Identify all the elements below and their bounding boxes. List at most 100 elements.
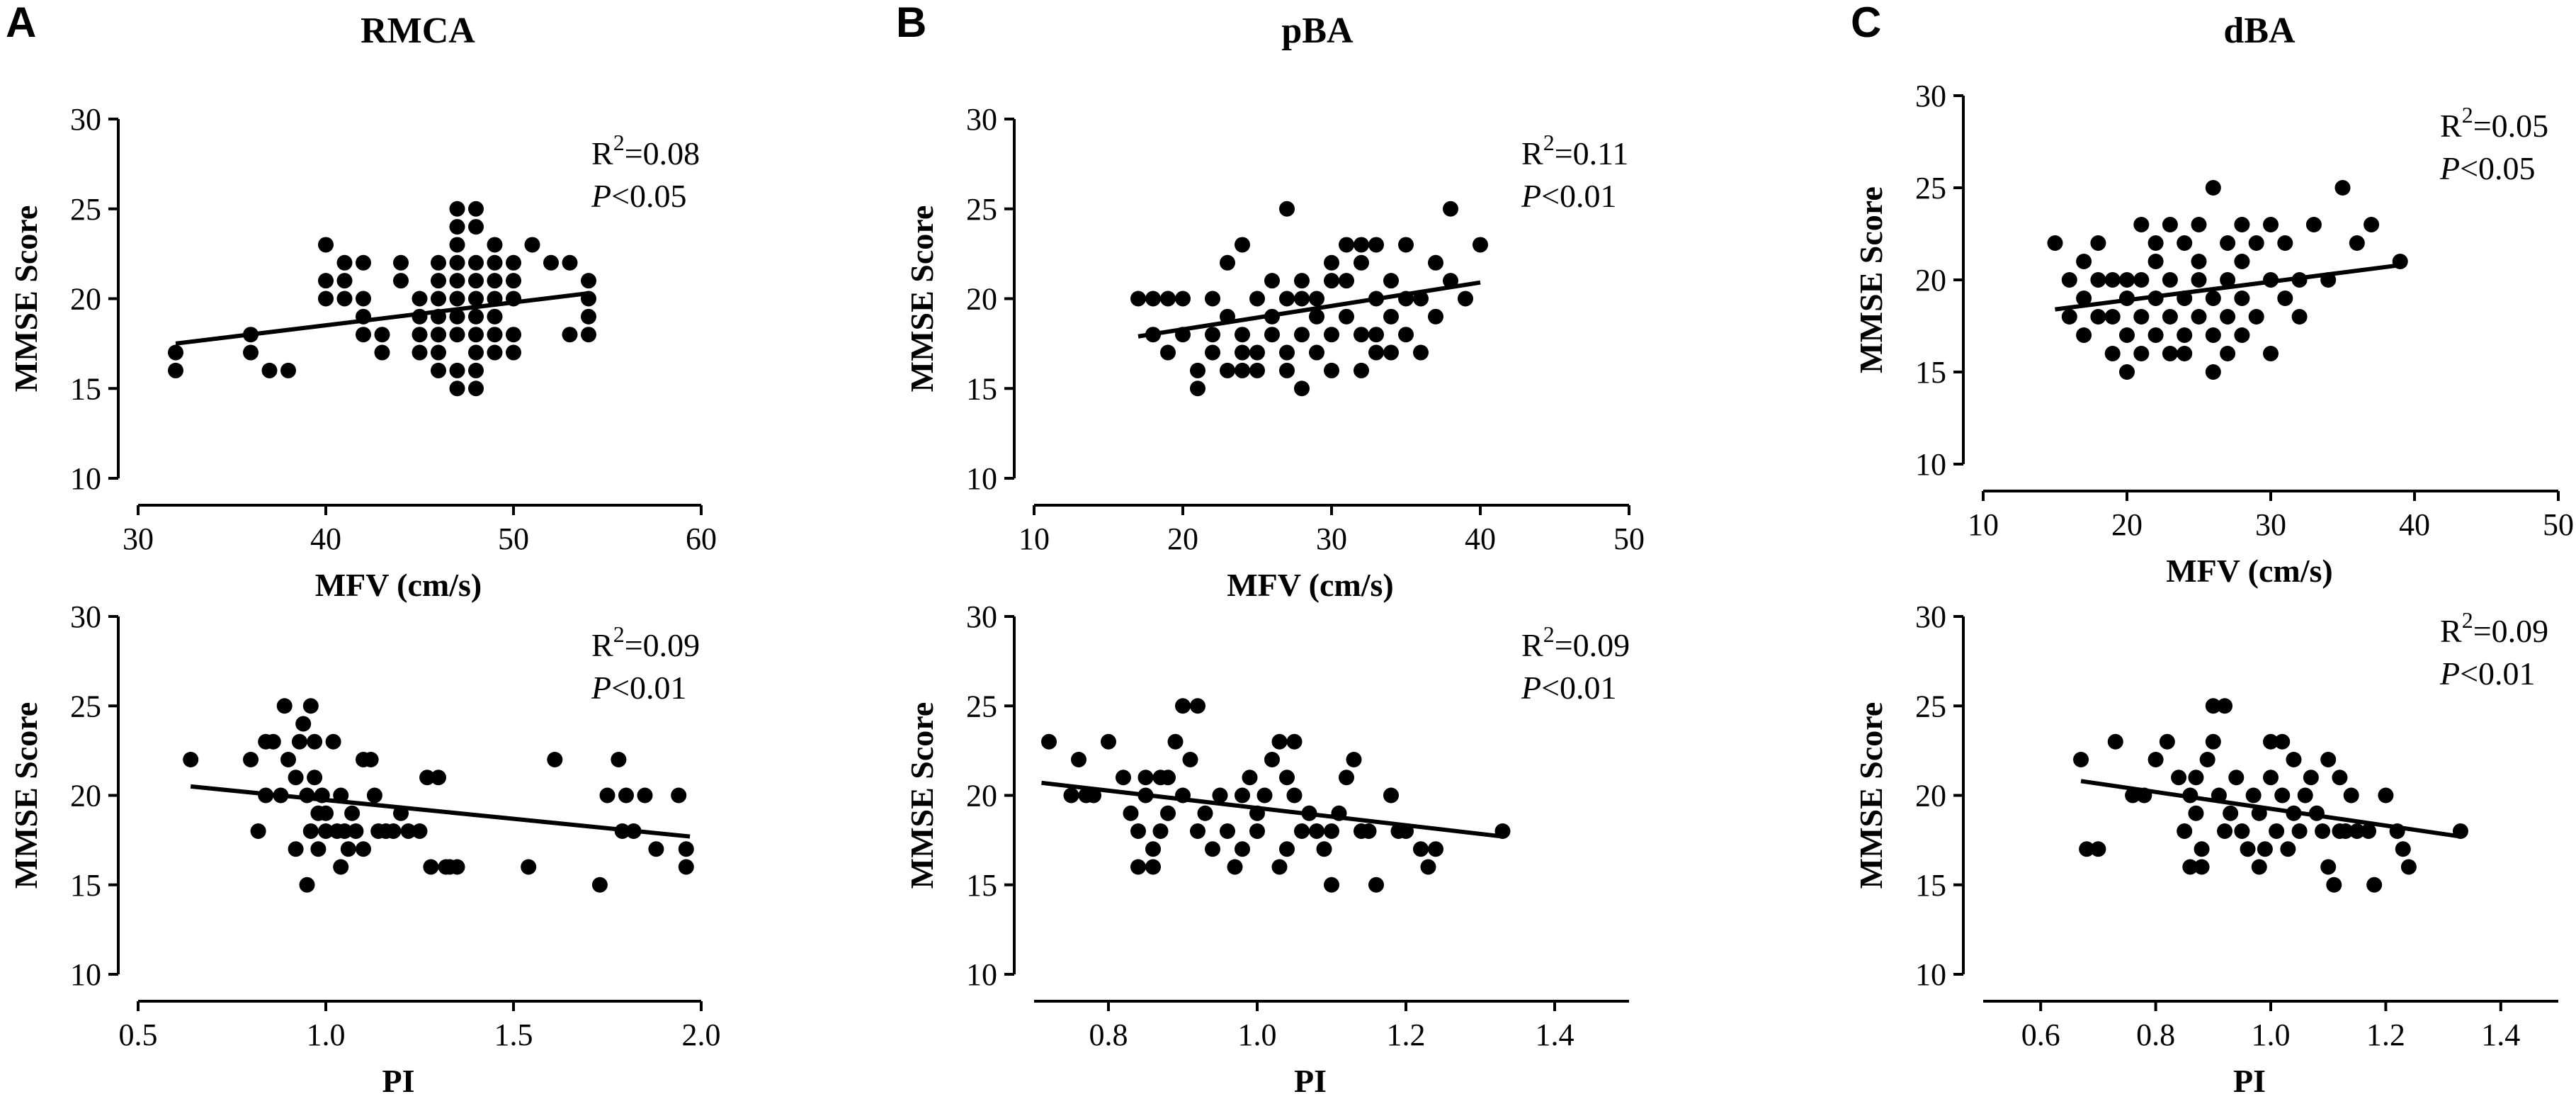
x-tick-label: 20 xyxy=(1167,522,1198,556)
data-point xyxy=(333,787,349,804)
data-point xyxy=(521,859,537,875)
data-point xyxy=(1279,841,1295,857)
data-point xyxy=(449,254,465,271)
data-point xyxy=(1205,327,1220,343)
x-tick-label: 40 xyxy=(310,522,341,556)
chart-title: pBA xyxy=(1281,11,1354,51)
data-point xyxy=(400,823,416,839)
panel-letter-B: B xyxy=(896,0,926,46)
data-point xyxy=(2205,698,2221,714)
y-tick-label: 30 xyxy=(70,102,101,137)
data-point xyxy=(1235,237,1250,253)
data-point xyxy=(2217,823,2233,839)
data-point xyxy=(2177,235,2193,251)
data-point xyxy=(2274,787,2291,804)
data-point xyxy=(468,201,484,217)
x-tick-label: 1.0 xyxy=(2252,1018,2291,1052)
data-point xyxy=(2332,770,2348,786)
data-point xyxy=(468,219,484,235)
y-axis-title: MMSE Score xyxy=(8,205,44,393)
data-point xyxy=(318,291,334,307)
x-axis-title: PI xyxy=(382,1063,415,1099)
x-tick-label: 30 xyxy=(1316,522,1347,556)
data-point xyxy=(1383,344,1399,361)
data-point xyxy=(1428,254,1443,271)
data-point xyxy=(2297,787,2313,804)
data-point xyxy=(1398,823,1414,839)
x-tick-label: 0.6 xyxy=(2021,1018,2060,1052)
data-point xyxy=(258,787,274,804)
data-point xyxy=(1324,273,1339,289)
data-point xyxy=(2119,272,2135,288)
data-point xyxy=(2162,346,2178,361)
data-point xyxy=(356,291,371,307)
data-point xyxy=(2107,733,2123,750)
data-point xyxy=(412,291,428,307)
data-point xyxy=(1383,308,1399,325)
data-point xyxy=(291,733,307,750)
x-tick-label: 50 xyxy=(2543,507,2574,542)
data-point xyxy=(1249,805,1265,821)
data-point xyxy=(2337,823,2354,839)
y-tick-label: 25 xyxy=(1915,171,1946,205)
data-point xyxy=(412,344,428,361)
y-tick-label: 25 xyxy=(966,192,997,227)
data-point xyxy=(2177,327,2193,343)
data-point xyxy=(393,805,409,821)
x-tick-label: 1.2 xyxy=(2366,1018,2405,1052)
data-point xyxy=(506,327,521,343)
regression-line xyxy=(1137,280,1481,339)
data-point xyxy=(1190,698,1205,714)
y-tick-label: 20 xyxy=(70,282,101,317)
data-point xyxy=(431,770,446,786)
data-point xyxy=(168,344,183,361)
data-point xyxy=(302,698,319,714)
data-point xyxy=(1137,770,1154,786)
y-tick-label: 15 xyxy=(70,868,101,903)
data-point xyxy=(1368,344,1384,361)
data-point xyxy=(591,877,608,893)
data-point xyxy=(2263,346,2279,361)
data-point xyxy=(431,291,446,307)
data-point xyxy=(2220,235,2236,251)
x-axis-title: MFV (cm/s) xyxy=(315,567,482,603)
data-point xyxy=(1145,327,1161,343)
data-point xyxy=(2251,805,2267,821)
data-point xyxy=(1220,362,1235,378)
x-tick-label: 0.8 xyxy=(1089,1018,1128,1052)
data-point xyxy=(2194,859,2210,875)
data-point xyxy=(1368,877,1384,893)
data-point xyxy=(1256,787,1273,804)
data-point xyxy=(2234,254,2250,269)
data-point xyxy=(2291,823,2308,839)
data-point xyxy=(340,841,356,857)
data-point xyxy=(1235,362,1250,378)
y-tick-label: 30 xyxy=(966,102,997,137)
data-point xyxy=(1086,787,1101,804)
data-point xyxy=(2395,841,2411,857)
data-point xyxy=(273,787,289,804)
data-point xyxy=(2090,235,2106,251)
y-axis-title: MMSE Score xyxy=(1853,702,1889,889)
data-point xyxy=(637,787,653,804)
data-point xyxy=(1443,273,1458,289)
data-point xyxy=(336,254,353,271)
data-point xyxy=(2191,254,2207,269)
data-point xyxy=(2286,752,2302,767)
data-point xyxy=(2315,823,2331,839)
data-point xyxy=(2248,235,2264,251)
data-point xyxy=(1205,344,1220,361)
data-point xyxy=(1264,308,1280,325)
data-point xyxy=(1354,327,1369,343)
data-point xyxy=(1413,841,1429,857)
data-point xyxy=(1137,787,1154,804)
data-point xyxy=(1301,805,1317,821)
x-tick-label: 50 xyxy=(498,522,529,556)
data-point xyxy=(1354,362,1369,378)
data-point xyxy=(1205,291,1220,307)
data-point xyxy=(1286,787,1303,804)
data-point xyxy=(2125,787,2141,804)
data-point xyxy=(2274,733,2291,750)
data-point xyxy=(1398,327,1414,343)
data-point xyxy=(1398,237,1414,253)
